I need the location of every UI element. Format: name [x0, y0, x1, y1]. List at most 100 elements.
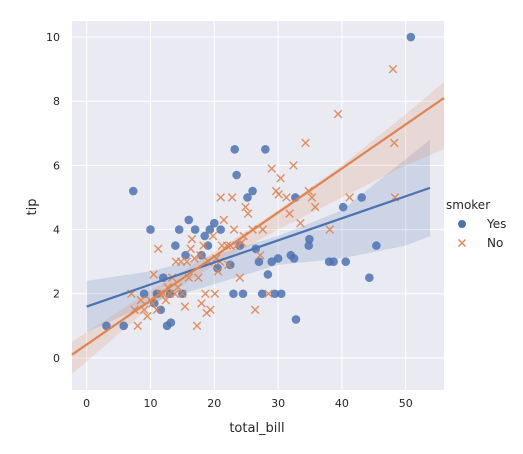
point-no [136, 295, 146, 305]
point-no [199, 241, 208, 250]
y-tick-label: 6 [53, 159, 60, 172]
point-no [276, 173, 285, 183]
x-tick-label: 50 [399, 397, 413, 410]
regression-line-yes [86, 186, 431, 308]
legend-marker-no [458, 239, 466, 247]
point-no [310, 202, 320, 212]
point-no [149, 270, 158, 279]
point-no [345, 193, 354, 202]
legend-label-no: No [487, 236, 503, 250]
point-yes [338, 202, 348, 212]
point-yes [261, 145, 270, 154]
point-no [219, 215, 229, 225]
point-no [178, 289, 187, 299]
x-tick-label: 40 [335, 397, 349, 410]
point-yes [197, 250, 206, 260]
point-no [210, 289, 220, 299]
y-tick-label: 8 [53, 95, 60, 108]
point-no [201, 289, 210, 299]
regression-lines [71, 97, 445, 356]
point-no [389, 138, 399, 148]
point-yes [257, 289, 267, 299]
point-no [235, 273, 245, 282]
point-yes [248, 186, 257, 196]
point-yes [166, 318, 176, 327]
point-yes [184, 215, 194, 225]
point-no [206, 305, 215, 315]
point-no [170, 289, 180, 299]
point-yes [254, 257, 264, 266]
y-tick-label: 2 [53, 288, 60, 301]
point-no [307, 193, 317, 202]
point-yes [205, 225, 215, 234]
point-no [208, 231, 218, 241]
point-yes [181, 250, 190, 260]
point-yes [263, 270, 273, 279]
point-no [229, 225, 239, 234]
point-yes [305, 234, 314, 244]
y-tick-label: 10 [46, 31, 60, 44]
point-yes [174, 225, 184, 234]
point-no [180, 302, 190, 311]
point-yes [267, 257, 277, 266]
point-yes [304, 241, 314, 250]
x-tick-label: 30 [271, 397, 285, 410]
legend-label-yes: Yes [486, 217, 506, 231]
point-yes [232, 170, 241, 180]
x-tick-label: 10 [143, 397, 157, 410]
point-no [388, 64, 398, 74]
tick-labels: 0 10 20 30 40 50 0 2 4 6 8 10 [46, 31, 413, 410]
point-no [187, 234, 197, 244]
regression-line-no [71, 97, 445, 356]
point-no [255, 250, 265, 260]
point-yes [139, 289, 149, 299]
point-yes [365, 273, 374, 282]
point-yes [230, 145, 240, 154]
y-tick-label: 0 [53, 352, 60, 365]
point-no [241, 202, 250, 212]
x-axis-label: total_bill [229, 421, 284, 436]
point-yes [341, 257, 351, 266]
point-no [186, 244, 195, 254]
x-tick-label: 0 [83, 397, 90, 410]
grid-lines [72, 21, 444, 390]
point-yes [190, 225, 200, 234]
x-tick-label: 20 [207, 397, 221, 410]
point-no [333, 109, 343, 119]
point-no [296, 218, 305, 228]
point-yes [119, 321, 128, 331]
point-no [173, 283, 183, 292]
point-no [274, 189, 284, 199]
legend-marker-yes [458, 220, 466, 228]
point-yes [270, 289, 280, 299]
point-yes [203, 241, 213, 250]
point-yes [146, 225, 155, 234]
point-no [213, 266, 223, 276]
point-no [325, 225, 335, 234]
point-no [142, 311, 152, 321]
point-yes [291, 315, 301, 324]
point-no [264, 289, 273, 299]
y-axis-label: tip [25, 199, 40, 216]
point-no [285, 209, 294, 218]
point-no [224, 260, 233, 270]
ci-band-no [72, 82, 444, 374]
point-yes [329, 257, 338, 266]
point-yes [372, 241, 381, 250]
point-no [289, 161, 298, 170]
point-no [182, 257, 192, 266]
legend: smoker Yes No [446, 198, 506, 250]
point-yes [243, 193, 252, 202]
point-yes [200, 231, 210, 241]
point-no [190, 254, 199, 263]
point-no [301, 138, 310, 148]
point-no [194, 273, 203, 282]
point-no [153, 244, 163, 254]
point-yes [225, 260, 235, 270]
point-yes [289, 254, 299, 263]
point-no [152, 305, 162, 315]
point-no [192, 321, 202, 331]
y-tick-label: 4 [53, 224, 60, 237]
